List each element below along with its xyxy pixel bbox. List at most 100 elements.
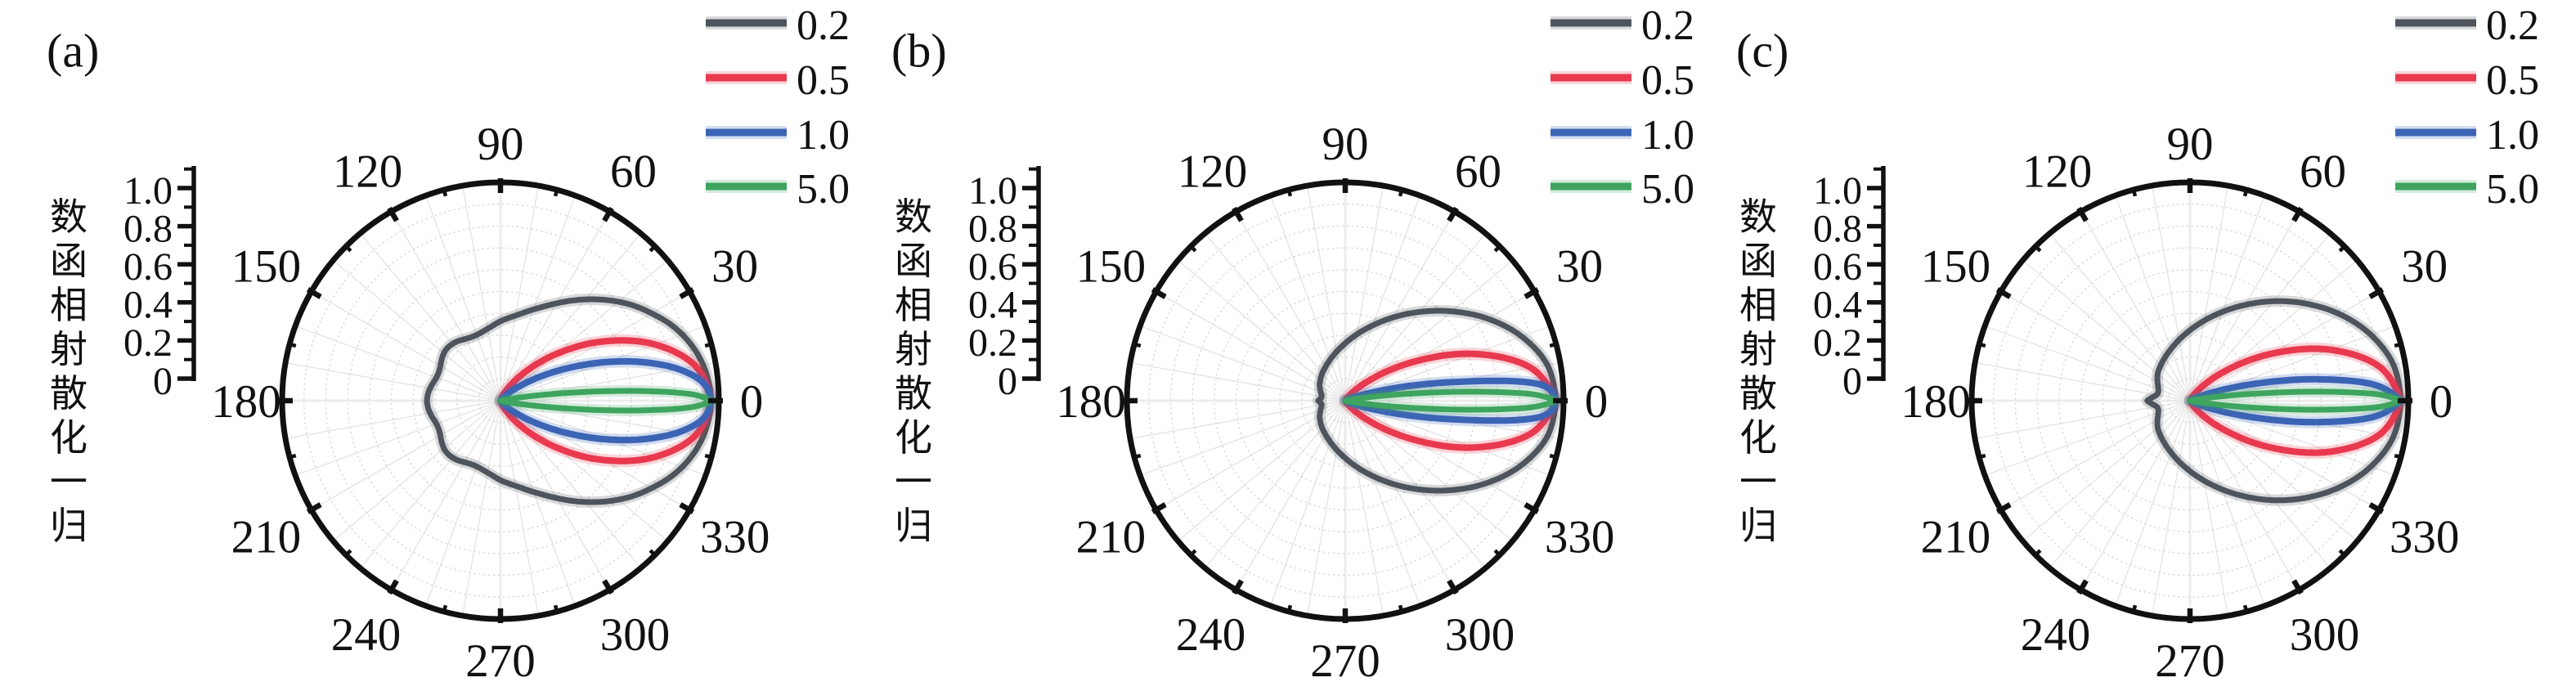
angle-tick-major [1524, 287, 1540, 299]
angle-tick-minor [1286, 604, 1293, 615]
grid-spoke [461, 400, 501, 617]
angle-tick-minor [1286, 186, 1293, 197]
angle-tick-minor [1187, 549, 1197, 559]
angle-tick-minor [1976, 341, 1986, 348]
grid-ring [347, 247, 654, 554]
radial-tick-label-0.6: 0.6 [123, 245, 173, 289]
y-axis-label-char: 一 [895, 461, 932, 503]
y-axis-label-char: 函 [50, 240, 88, 282]
grid-ring [369, 269, 632, 532]
panel-tag: (a) [47, 24, 99, 77]
angle-tick-minor [648, 549, 658, 559]
radial-scale-bar [1022, 166, 1041, 381]
grid-spoke [500, 185, 540, 402]
angle-tick-major [679, 287, 695, 299]
angle-tick-major [2291, 206, 2304, 222]
grid-ring [478, 378, 523, 424]
angle-label-60: 60 [2300, 146, 2346, 197]
grid-spoke [311, 290, 501, 402]
y-axis-label-char: 相 [50, 285, 88, 326]
angle-tick-major [602, 206, 614, 222]
legend-label-1.0: 1.0 [2486, 112, 2539, 159]
angle-label-240: 240 [331, 609, 402, 661]
angle-tick-minor [1493, 549, 1503, 559]
y-axis-label-char: 散 [895, 373, 932, 415]
angle-tick-major [1995, 502, 2012, 514]
y-axis-label-char: 射 [50, 329, 88, 370]
angle-label-330: 330 [1545, 511, 1615, 563]
angle-label-300: 300 [2290, 609, 2360, 661]
angle-tick-minor [2242, 186, 2250, 197]
angle-tick-minor [441, 604, 448, 615]
grid-spoke [1306, 400, 1346, 617]
grid-spoke [359, 400, 501, 568]
grid-spoke [285, 400, 501, 440]
angle-label-180: 180 [1901, 376, 1971, 428]
panel-c: 030609012015018021024027030033000.20.40.… [1736, 2, 2539, 687]
angle-tick-minor [2394, 341, 2404, 348]
legend-label-5.0: 5.0 [2486, 166, 2539, 213]
angle-label-210: 210 [1921, 511, 1991, 563]
angle-tick-minor [1976, 453, 1986, 460]
grid-spoke [390, 400, 501, 590]
angle-label-30: 30 [2401, 240, 2448, 292]
angle-tick-minor [2032, 549, 2042, 559]
angle-label-270: 270 [465, 635, 536, 687]
legend-label-0.2: 0.2 [1641, 2, 1694, 49]
angle-tick-major [2076, 579, 2089, 595]
angle-tick-major [1995, 287, 2012, 299]
grid-spoke [500, 400, 668, 542]
angle-ticks [278, 178, 723, 623]
radial-tick-label-0: 0 [998, 360, 1017, 403]
radial-tick-label-0.2: 0.2 [1813, 321, 1862, 365]
grid-spoke [2049, 400, 2191, 568]
angle-tick-major [602, 579, 614, 595]
y-axis-label-char: 数 [1739, 196, 1777, 238]
legend-label-1.0: 1.0 [1641, 112, 1694, 159]
angle-tick-major [1447, 579, 1459, 595]
angle-tick-major [1232, 579, 1244, 595]
angle-tick-minor [2130, 604, 2138, 615]
angle-tick-minor [704, 341, 715, 348]
angle-label-0: 0 [1585, 376, 1609, 428]
angle-tick-minor [2242, 604, 2250, 615]
angle-tick-minor [1549, 341, 1560, 348]
grid-spoke [461, 185, 501, 402]
grid-ring [1169, 225, 1521, 577]
legend-label-0.5: 0.5 [1641, 57, 1694, 104]
angle-tick-major [387, 579, 399, 595]
angle-label-180: 180 [1056, 376, 1126, 428]
radial-tick-label-0.8: 0.8 [968, 207, 1017, 250]
legend-label-0.2: 0.2 [2486, 2, 2539, 49]
y-axis-label-char: 归 [50, 505, 88, 547]
legend-label-5.0: 5.0 [797, 166, 850, 213]
radial-scale-bar [1867, 166, 1886, 381]
grid-spoke [2151, 185, 2191, 402]
angle-label-210: 210 [1076, 511, 1147, 563]
y-axis-label-char: 相 [1739, 285, 1777, 326]
radial-tick-label-0.4: 0.4 [1813, 284, 1862, 327]
angle-tick-minor [286, 341, 297, 348]
angle-label-150: 150 [1921, 240, 1991, 292]
angle-label-150: 150 [1076, 240, 1147, 292]
grid-spoke [2080, 400, 2191, 590]
angle-tick-major [2368, 502, 2385, 514]
angle-tick-major [2291, 579, 2304, 595]
angle-label-120: 120 [333, 146, 403, 197]
legend-label-5.0: 5.0 [1641, 166, 1694, 213]
grid-ring [1993, 204, 2387, 598]
y-axis-label-char: 函 [1739, 240, 1777, 282]
angle-label-60: 60 [1455, 146, 1501, 197]
grid-spoke [1306, 185, 1346, 402]
angle-tick-minor [1493, 243, 1503, 253]
radial-tick-label-0: 0 [153, 360, 173, 403]
grid-ring [1257, 312, 1434, 489]
radial-tick-label-0.4: 0.4 [123, 284, 173, 327]
angle-ticks [1123, 178, 1568, 623]
grid-spoke [285, 361, 501, 402]
y-axis-label-char: 归 [895, 505, 932, 547]
grid-spoke [2189, 400, 2380, 511]
grid-spoke [500, 195, 576, 402]
grid-ring [1192, 247, 1499, 554]
